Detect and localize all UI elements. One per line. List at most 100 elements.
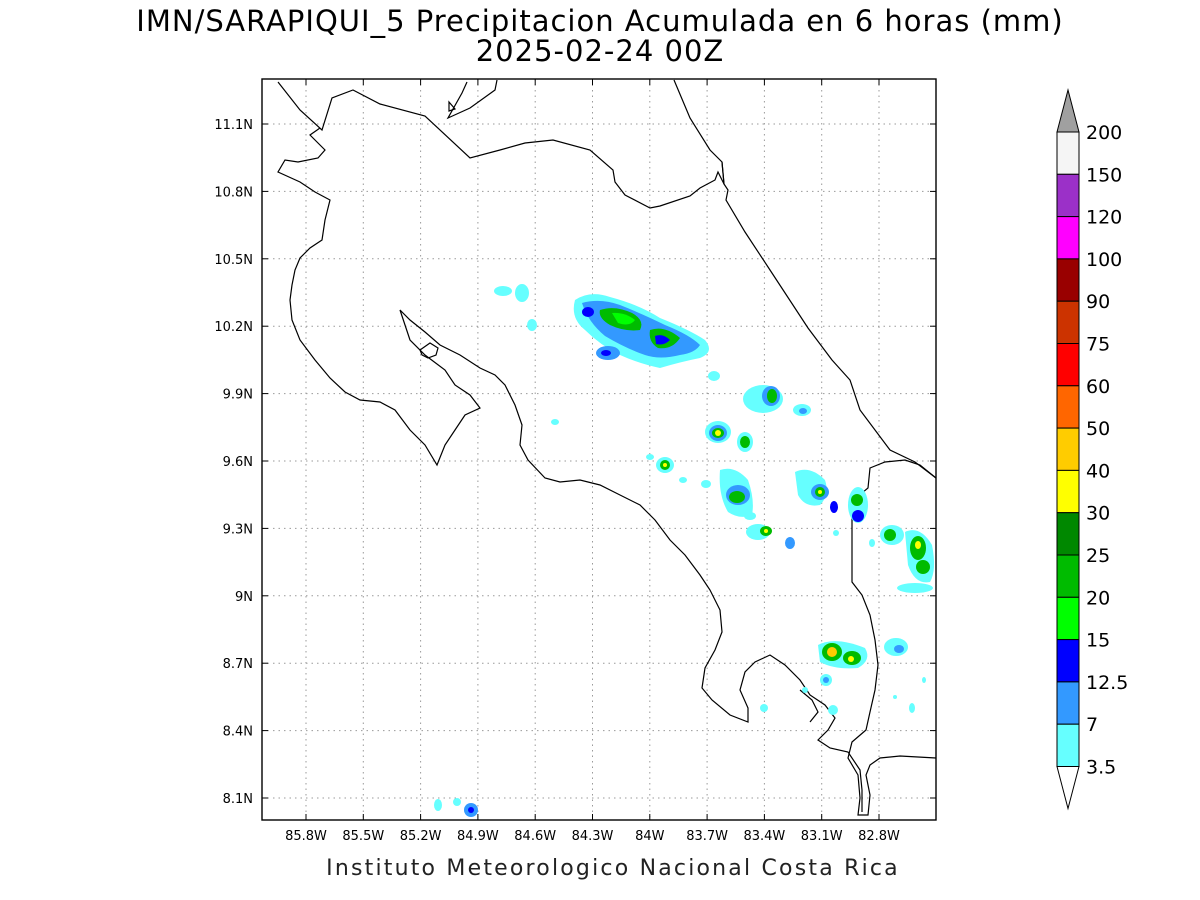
y-tick-label: 8.1N bbox=[223, 792, 253, 807]
colorbar-label: 40 bbox=[1086, 460, 1110, 482]
colorbar-swatch bbox=[1056, 131, 1080, 175]
precip-area bbox=[915, 541, 921, 549]
precip-area bbox=[494, 286, 512, 296]
precip-area bbox=[515, 284, 529, 302]
colorbar-label: 20 bbox=[1086, 587, 1110, 609]
colorbar-swatch bbox=[1056, 343, 1080, 387]
colorbar-swatch bbox=[1056, 427, 1080, 471]
footer-credit: Instituto Meteorologico Nacional Costa R… bbox=[326, 856, 900, 881]
precip-area bbox=[729, 491, 745, 503]
colorbar-label: 150 bbox=[1086, 164, 1122, 186]
precip-area bbox=[869, 539, 875, 547]
precip-area bbox=[830, 501, 838, 513]
y-tick-label: 9N bbox=[235, 590, 253, 605]
precip-area bbox=[785, 537, 795, 549]
colorbar-swatch bbox=[1056, 258, 1080, 302]
colorbar: 200 150 120 100 90 75 60 50 40 30 25 20 15 12.5 7 3.5 bbox=[1056, 88, 1128, 811]
north-border bbox=[277, 81, 725, 209]
colorbar-swatch bbox=[1056, 512, 1080, 556]
colorbar-swatch bbox=[1056, 639, 1080, 683]
precip-area bbox=[764, 529, 768, 533]
precip-area bbox=[434, 799, 442, 811]
precip-area bbox=[744, 512, 756, 520]
precip-area bbox=[708, 371, 720, 381]
x-axis-labels: 85.8W 85.5W 85.2W 84.9W 84.6W 84.3W 84W 83.7W 83… bbox=[285, 79, 900, 844]
precip-area bbox=[715, 430, 721, 436]
x-tick-label: 83.4W bbox=[743, 829, 785, 844]
precip-area bbox=[851, 494, 863, 506]
colorbar-label: 60 bbox=[1086, 376, 1110, 398]
colorbar-label: 15 bbox=[1086, 630, 1110, 652]
map-title: IMN/SARAPIQUI_5 Precipitacion Acumulada … bbox=[136, 4, 1064, 38]
colorbar-label: 50 bbox=[1086, 418, 1110, 440]
colorbar-swatch bbox=[1056, 554, 1080, 598]
y-tick-label: 8.4N bbox=[223, 725, 253, 740]
precip-area bbox=[884, 529, 896, 541]
precipitation-field bbox=[434, 284, 935, 817]
colorbar-label: 12.5 bbox=[1086, 672, 1128, 694]
lake-arenal bbox=[419, 342, 439, 359]
country-borders bbox=[277, 79, 937, 816]
y-tick-label: 9.9N bbox=[223, 388, 253, 403]
colorbar-label: 7 bbox=[1086, 714, 1098, 736]
precip-area bbox=[701, 480, 711, 488]
colorbar-label: 200 bbox=[1086, 122, 1122, 144]
precip-area bbox=[916, 560, 930, 574]
colorbar-swatch bbox=[1056, 300, 1080, 345]
y-tick-label: 10.8N bbox=[214, 185, 253, 200]
precip-area bbox=[894, 645, 904, 653]
x-tick-label: 85.5W bbox=[342, 829, 384, 844]
y-tick-label: 9.6N bbox=[223, 455, 253, 470]
precip-area bbox=[767, 389, 777, 403]
colorbar-label: 30 bbox=[1086, 503, 1110, 525]
x-tick-label: 83.7W bbox=[686, 829, 728, 844]
y-tick-label: 10.5N bbox=[214, 253, 253, 268]
precip-area bbox=[453, 798, 461, 806]
x-tick-label: 85.8W bbox=[285, 829, 327, 844]
precip-area bbox=[897, 583, 933, 593]
precip-area bbox=[833, 530, 839, 536]
precip-area bbox=[468, 807, 474, 813]
colorbar-label: 100 bbox=[1086, 249, 1122, 271]
precip-area bbox=[827, 647, 837, 657]
precip-area bbox=[818, 490, 822, 494]
colorbar-label: 90 bbox=[1086, 291, 1110, 313]
colorbar-over-arrow bbox=[1056, 88, 1080, 133]
island bbox=[448, 100, 457, 112]
caribbean-coast bbox=[673, 79, 937, 479]
precip-area bbox=[646, 454, 654, 460]
y-axis-labels: 11.1N 10.8N 10.5N 10.2N 9.9N 9.6N 9.3N 9N 8.7N 8.… bbox=[214, 118, 936, 807]
y-tick-label: 11.1N bbox=[214, 118, 253, 133]
precip-area bbox=[852, 510, 864, 522]
colorbar-swatch bbox=[1056, 216, 1080, 260]
precip-area bbox=[760, 704, 768, 712]
map-date: 2025-02-24 00Z bbox=[475, 34, 725, 68]
colorbar-label: 25 bbox=[1086, 545, 1110, 567]
y-tick-label: 10.2N bbox=[214, 320, 253, 335]
precip-area bbox=[527, 319, 537, 331]
precip-area bbox=[828, 705, 838, 715]
precip-area bbox=[740, 436, 750, 448]
x-tick-label: 83.1W bbox=[801, 829, 843, 844]
colorbar-swatch bbox=[1056, 173, 1080, 218]
y-tick-label: 8.7N bbox=[223, 657, 253, 672]
precip-area bbox=[799, 408, 807, 414]
precip-area bbox=[612, 312, 635, 325]
x-tick-label: 84.9W bbox=[457, 829, 499, 844]
colorbar-swatch bbox=[1056, 469, 1080, 514]
pacific-coast-north bbox=[277, 127, 863, 812]
colorbar-under-arrow bbox=[1056, 766, 1080, 811]
grid-lines bbox=[262, 79, 936, 820]
colorbar-swatch bbox=[1056, 596, 1080, 641]
colorbar-label: 120 bbox=[1086, 207, 1122, 229]
map-frame bbox=[261, 78, 937, 821]
precip-area bbox=[922, 677, 926, 683]
colorbar-swatch bbox=[1056, 681, 1080, 725]
precip-area bbox=[655, 335, 670, 345]
x-tick-label: 84.3W bbox=[572, 829, 614, 844]
colorbar-label: 75 bbox=[1086, 334, 1110, 356]
precip-area bbox=[601, 350, 611, 356]
precip-area bbox=[893, 695, 897, 699]
precip-area bbox=[679, 477, 687, 483]
